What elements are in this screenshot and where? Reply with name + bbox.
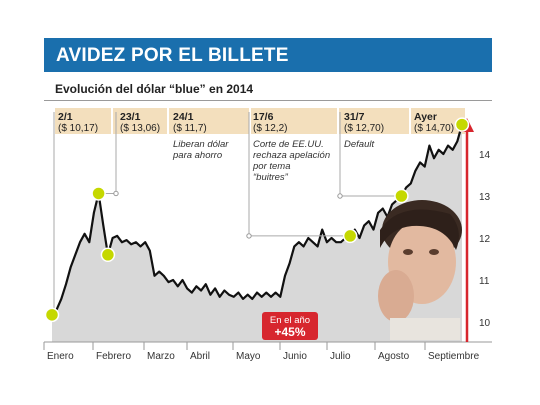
annotation-date: 17/6 <box>253 111 274 123</box>
leader-dot <box>337 193 343 199</box>
y-tick-label: 12 <box>479 234 491 245</box>
header-banner: AVIDEZ POR EL BILLETE <box>44 38 492 72</box>
annotation-value: ($ 10,17) <box>58 123 98 134</box>
annotation-value: ($ 11,7) <box>173 123 207 134</box>
subtitle-divider <box>44 100 492 101</box>
leader-dot <box>113 190 119 197</box>
x-tick-label: Julio <box>330 351 351 362</box>
callout-band <box>55 108 465 134</box>
x-tick-label: Febrero <box>96 351 131 362</box>
annotation-note: Liberan dólar <box>173 139 229 150</box>
annotation-note: Corte de EE.UU. <box>253 139 324 150</box>
annotation-note: rechaza apelación <box>253 150 330 161</box>
annotation-value: ($ 12,2) <box>253 123 287 134</box>
annotation-value: ($ 12,70) <box>344 123 384 134</box>
chart-subtitle: Evolución del dólar “blue” en 2014 <box>55 82 254 96</box>
highlight-marker <box>454 117 470 132</box>
change-badge <box>262 312 318 340</box>
y-tick-label: 10 <box>479 318 491 329</box>
x-tick-label: Abril <box>190 351 210 362</box>
x-tick-label: Marzo <box>147 351 175 362</box>
y-tick-label: 13 <box>479 192 491 203</box>
y-tick-label: 11 <box>479 276 490 287</box>
annotation-date: 23/1 <box>120 111 141 123</box>
highlight-marker <box>342 228 358 244</box>
x-tick-label: Enero <box>47 351 74 362</box>
highlight-marker <box>44 307 60 323</box>
portrait-image <box>378 200 462 340</box>
x-tick-label: Septiembre <box>428 351 480 362</box>
annotation-note: Default <box>344 139 374 150</box>
series-line <box>51 124 464 316</box>
highlight-marker <box>91 186 106 201</box>
annotation-note: “buitres” <box>253 172 289 183</box>
page-title: AVIDEZ POR EL BILLETE <box>56 45 289 66</box>
area-fill <box>52 124 462 342</box>
annotation-note: para ahorro <box>172 150 222 161</box>
x-tick-label: Junio <box>283 351 307 362</box>
leader-dot <box>246 233 252 239</box>
annotation-date: 2/1 <box>58 111 73 123</box>
annotation-date: 24/1 <box>173 111 194 123</box>
x-tick-label: Mayo <box>236 351 261 362</box>
annotation-value: ($ 13,06) <box>120 123 160 134</box>
y-tick-label: 14 <box>479 150 491 161</box>
annotation-date: 31/7 <box>344 111 365 123</box>
annotation-value: ($ 14,70) <box>414 123 454 134</box>
annotation-note: por tema <box>252 161 291 172</box>
badge-label: En el año <box>270 315 310 326</box>
badge-value: +45% <box>274 325 305 339</box>
highlight-marker <box>100 247 116 263</box>
annotation-date: Ayer <box>414 111 437 123</box>
x-tick-label: Agosto <box>378 351 410 362</box>
highlight-marker <box>394 188 409 204</box>
